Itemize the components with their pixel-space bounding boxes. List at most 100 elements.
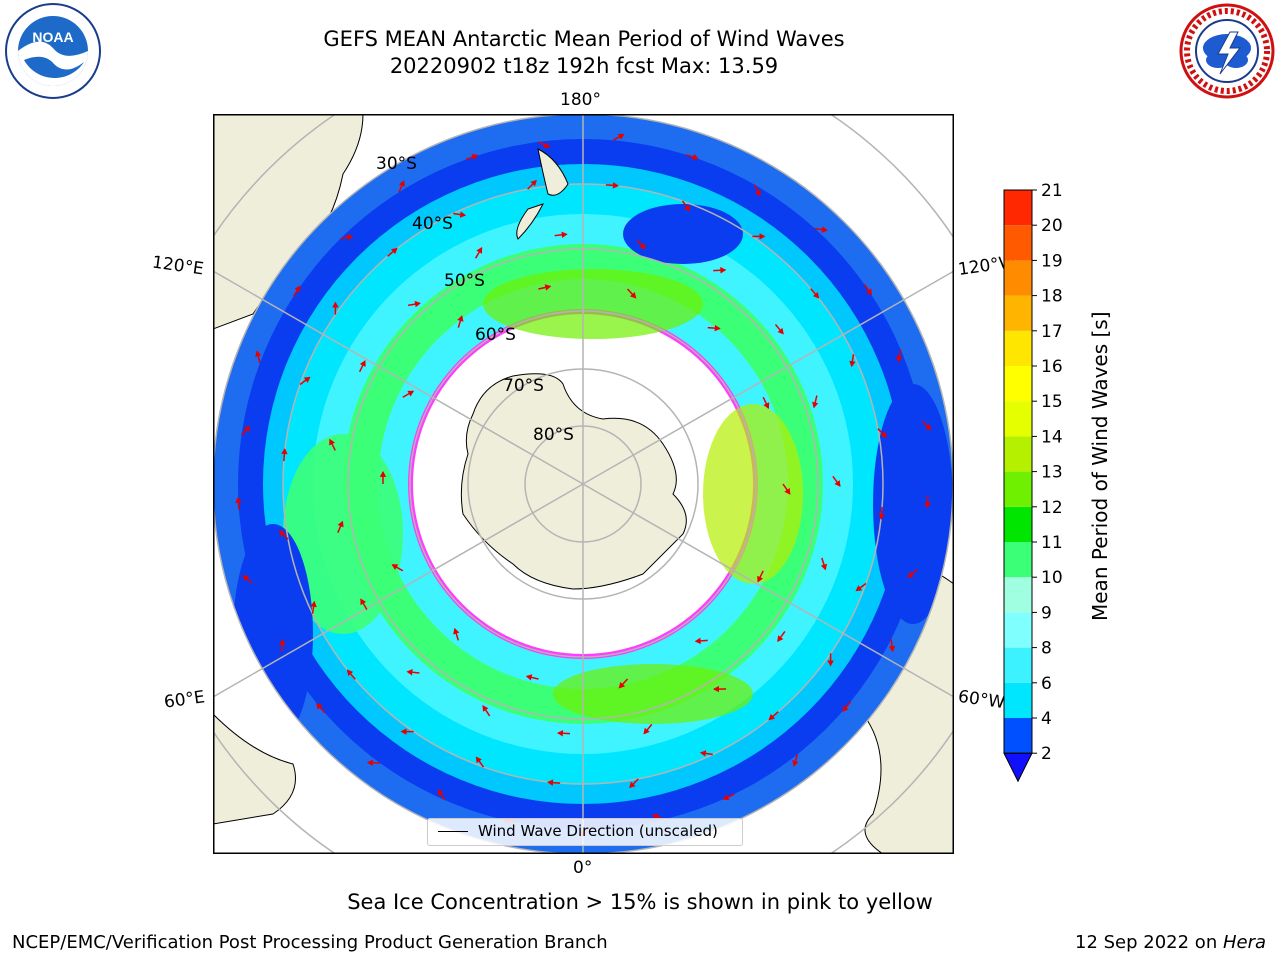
wind-arrow-head xyxy=(820,563,828,571)
wind-arrow-head xyxy=(629,292,637,299)
wind-arrow-head xyxy=(561,231,568,239)
lon-label-60e: 60°E xyxy=(162,687,207,713)
lat-label-60s: 60°S xyxy=(475,325,516,345)
wind-arrow-head xyxy=(475,756,482,764)
wind-arrow-head xyxy=(907,571,915,578)
wind-arrow-head xyxy=(629,781,636,789)
wind-arrow-head xyxy=(391,564,399,571)
lat-label-50s: 50°S xyxy=(444,271,485,291)
wind-arrow-head xyxy=(855,585,863,592)
colorbar-swatch xyxy=(1004,682,1032,718)
wind-arrow-head xyxy=(278,530,286,537)
colorbar-tick-label: 4 xyxy=(1041,709,1052,729)
wind-arrow-head xyxy=(768,713,776,721)
lon-label-0: 0° xyxy=(573,858,593,878)
colorbar-tick-label: 9 xyxy=(1041,603,1052,623)
colorbar-swatch xyxy=(1004,718,1032,754)
colorbar-extend-arrow xyxy=(1003,752,1033,783)
wind-arrow-head xyxy=(544,284,552,291)
wind-arrow-head xyxy=(692,153,699,161)
lon-label-120e: 120°E xyxy=(150,252,205,280)
wind-arrow-head xyxy=(390,247,398,255)
colorbar-label: Mean Period of Wind Waves [s] xyxy=(1088,311,1112,621)
lat-label-40s: 40°S xyxy=(412,214,453,234)
wind-arrow-head xyxy=(878,513,885,520)
colorbar-swatch xyxy=(1004,330,1032,366)
wind-arrow-head xyxy=(279,638,286,646)
wind-arrow-head xyxy=(618,682,626,689)
wind-arrow-head xyxy=(812,291,820,299)
colorbar: 2 4 6 8 9 10 11 12 13 14 15 16 17 18 19 20 21 xyxy=(1003,181,1063,783)
legend-line-icon xyxy=(438,831,468,832)
wind-arrow-head xyxy=(255,350,262,357)
wind-arrow-head xyxy=(777,327,784,335)
wind-arrow-head xyxy=(453,627,460,635)
land-new-zealand xyxy=(516,148,569,240)
wind-arrow-head xyxy=(699,750,707,757)
wind-arrow-head xyxy=(834,480,841,487)
wind-arrow-head xyxy=(482,705,489,712)
lat-label-30s: 30°S xyxy=(376,154,417,174)
wind-arrow-head xyxy=(827,660,834,667)
wind-arrow-head xyxy=(400,728,407,735)
footer-left: NCEP/EMC/Verification Post Processing Pr… xyxy=(12,932,608,953)
wind-arrow-head xyxy=(612,182,619,189)
colorbar-tick-label: 8 xyxy=(1041,639,1052,659)
wind-arrow-head xyxy=(617,133,625,140)
colorbar-swatch xyxy=(1004,401,1032,437)
colorbar-swatch xyxy=(1004,260,1032,296)
colorbar-tick-label: 15 xyxy=(1041,392,1063,412)
wind-arrow-head xyxy=(684,204,691,212)
colorbar-tick-label: 18 xyxy=(1041,287,1063,307)
wind-arrow-head xyxy=(281,448,288,455)
wind-arrow-head xyxy=(777,635,784,642)
wind-arrow-head xyxy=(332,301,339,308)
footer-host: Hera xyxy=(1222,932,1266,953)
wind-arrow-head xyxy=(713,685,720,693)
nws-logo xyxy=(1179,3,1275,99)
lat-label-80s: 80°S xyxy=(533,425,574,445)
wind-arrow-head xyxy=(924,502,931,509)
wind-arrow-head xyxy=(880,431,888,438)
wind-arrow-head xyxy=(329,438,335,446)
footer-date: 12 Sep 2022 on xyxy=(1075,932,1223,953)
wind-arrow-head xyxy=(792,760,799,767)
wind-arrow-head xyxy=(784,488,791,495)
colorbar-tick-label: 14 xyxy=(1041,427,1063,447)
colorbar-swatch xyxy=(1004,225,1032,261)
wind-arrow-head xyxy=(849,360,856,368)
wind-arrow-head xyxy=(243,425,251,433)
wind-arrow-head xyxy=(525,674,533,681)
wind-arrow-head xyxy=(398,180,405,187)
colorbar-swatch xyxy=(1004,542,1032,578)
wind-arrow-head xyxy=(437,788,444,796)
wind-arrow-head xyxy=(714,324,721,332)
colorbar-tick-label: 11 xyxy=(1041,533,1063,553)
chart-title: GEFS MEAN Antarctic Mean Period of Wind … xyxy=(323,27,845,51)
colorbar-tick-label: 17 xyxy=(1041,322,1063,342)
wind-arrow-head xyxy=(694,637,701,645)
lon-label-180: 180° xyxy=(560,90,601,110)
wind-arrow-head xyxy=(812,401,819,409)
longitude-lines xyxy=(213,114,954,854)
wind-arrow-head xyxy=(366,759,373,766)
colorbar-tick-label: 20 xyxy=(1041,216,1063,236)
map-legend: Wind Wave Direction (unscaled) xyxy=(427,818,743,846)
wind-arrow-head xyxy=(757,575,764,583)
footer-right: 12 Sep 2022 on Hera xyxy=(1075,932,1266,953)
wind-arrow-head xyxy=(821,226,828,233)
legend-label: Wind Wave Direction (unscaled) xyxy=(478,822,718,840)
wind-arrow-head xyxy=(643,727,650,735)
polar-map: 30°S 40°S 50°S 60°S 70°S 80°S xyxy=(213,114,954,854)
wind-arrow-head xyxy=(347,234,354,241)
wind-arrow-head xyxy=(754,189,761,197)
wind-arrow-head xyxy=(924,423,932,431)
colorbar-tick-label: 19 xyxy=(1041,251,1063,271)
colorbar-swatch xyxy=(1004,190,1032,226)
colorbar-tick-label: 6 xyxy=(1041,674,1052,694)
wind-arrow-head xyxy=(842,705,849,712)
wind-arrow-head xyxy=(379,470,387,477)
wind-arrow-head xyxy=(763,402,770,409)
wind-arrow-head xyxy=(242,575,250,582)
wind-arrow-head xyxy=(865,288,873,296)
